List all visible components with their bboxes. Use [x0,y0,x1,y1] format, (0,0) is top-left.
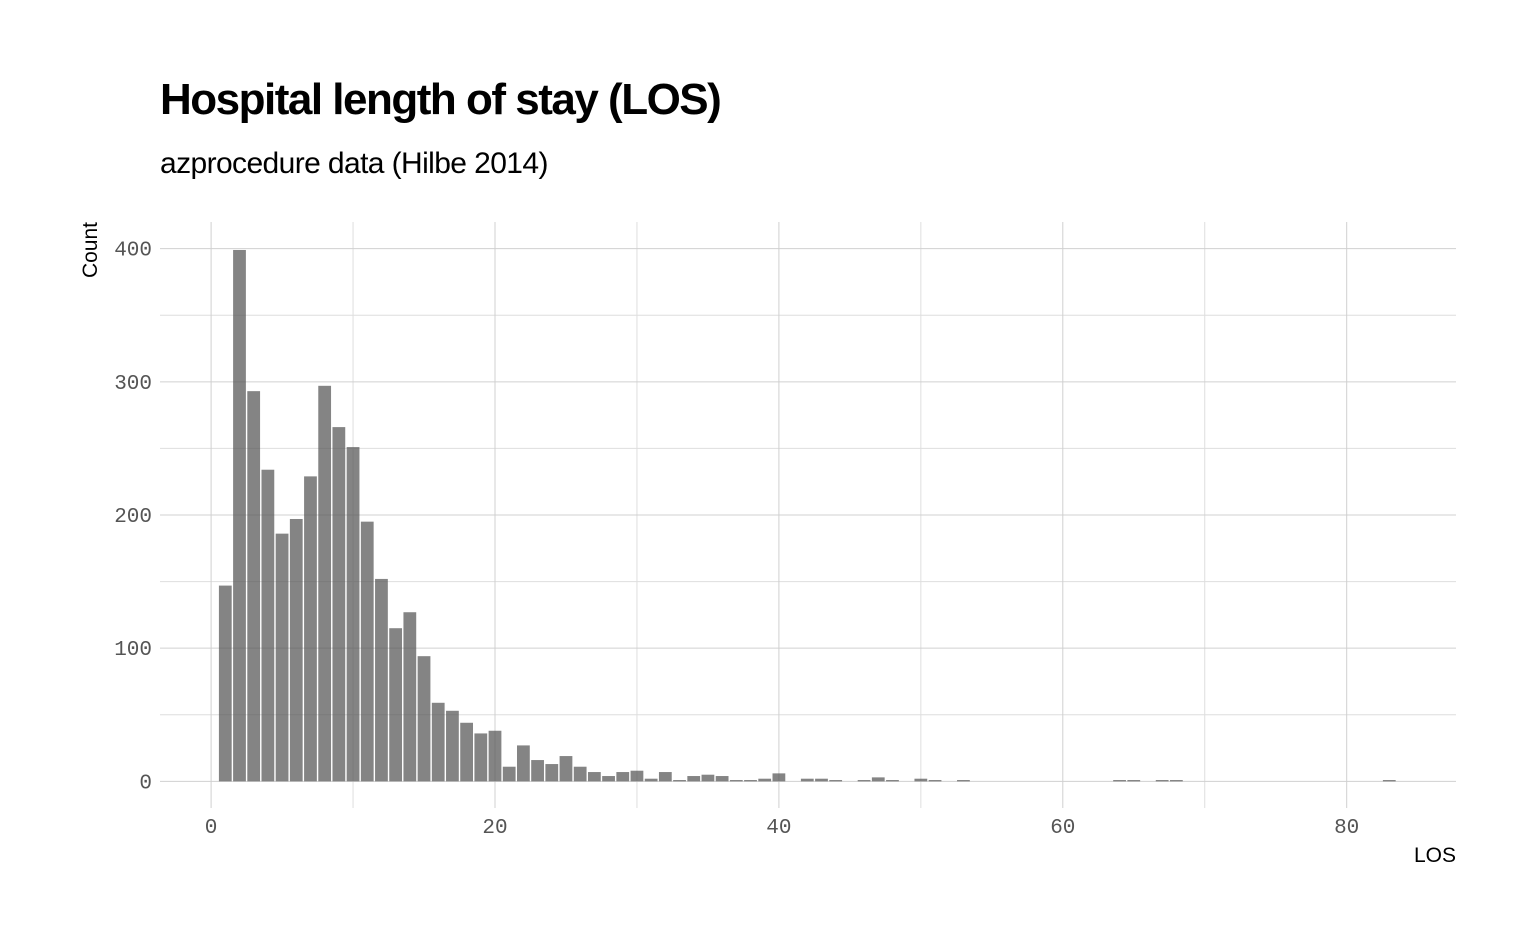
histogram-bar [701,774,715,782]
histogram-bar [1169,780,1183,782]
x-tick-label: 40 [766,817,791,840]
histogram-bar [857,780,871,782]
histogram-bar [829,780,843,782]
histogram-bar [261,469,275,782]
histogram-bar [531,760,544,782]
chart-subtitle: azprocedure data (Hilbe 2014) [160,147,548,180]
y-tick-label: 0 [139,772,152,795]
histogram-bar [673,780,686,782]
histogram-bar [1127,780,1141,782]
histogram-bar [233,249,246,782]
histogram-bar [545,764,559,782]
y-tick-label: 100 [114,639,152,662]
histogram-bar [517,745,530,782]
chart-title: Hospital length of stay (LOS) [160,75,720,124]
histogram-bar [616,772,630,782]
histogram-bar [587,772,601,782]
histogram-bar [446,710,459,782]
histogram-bar [275,533,289,782]
x-tick-label: 60 [1050,817,1075,840]
histogram-bar [772,773,786,782]
x-axis-title: LOS [1414,844,1456,867]
histogram-bar [460,722,473,782]
histogram-bar [247,391,261,782]
histogram-bar [687,776,701,782]
histogram-bar [559,756,573,782]
histogram-bar [375,578,388,782]
grid-lines [160,222,1456,808]
histogram-bar [800,778,814,782]
histogram-bar [389,628,403,782]
histogram-bar [417,656,431,782]
histogram-bar [729,780,743,782]
histogram-bar [318,385,332,782]
histogram-bar [630,770,644,782]
histogram-bar [304,476,317,782]
histogram-bar [332,427,346,782]
y-axis-title: Count [79,222,102,278]
histogram-bar [573,766,587,782]
histogram-bar [346,447,360,782]
histogram-bar [815,778,828,782]
histogram-bar [488,730,502,782]
histogram-bar [602,776,615,782]
histogram-bar [658,772,672,782]
histogram-bar [715,776,729,782]
histogram-bar [744,780,757,782]
histogram-bar [957,780,970,782]
histogram-bar [360,521,374,782]
x-tick-label: 20 [482,817,507,840]
histogram-bar [928,780,942,782]
histogram-bar [403,612,417,782]
y-tick-label: 400 [114,240,152,263]
histogram-bar [871,777,885,782]
x-tick-label: 0 [205,817,218,840]
x-tick-label: 80 [1334,817,1359,840]
bars [218,249,1396,782]
y-axis-ticks: 0 100 200 300 400 [114,240,152,796]
histogram-bar [1113,780,1126,782]
histogram-bar [474,733,488,782]
histogram-bar [502,766,516,782]
histogram-bar [644,778,658,782]
histogram-bar [1155,780,1169,782]
x-axis-ticks: 0 20 40 60 80 [205,817,1360,840]
y-tick-label: 300 [114,373,152,396]
histogram-bar [289,518,303,782]
histogram-bar [1382,780,1396,782]
histogram-bar [886,780,899,782]
histogram-bar [914,778,928,782]
histogram-bar [218,585,232,782]
y-tick-label: 200 [114,506,152,529]
histogram-bar [431,702,445,782]
histogram-bar [758,778,772,782]
